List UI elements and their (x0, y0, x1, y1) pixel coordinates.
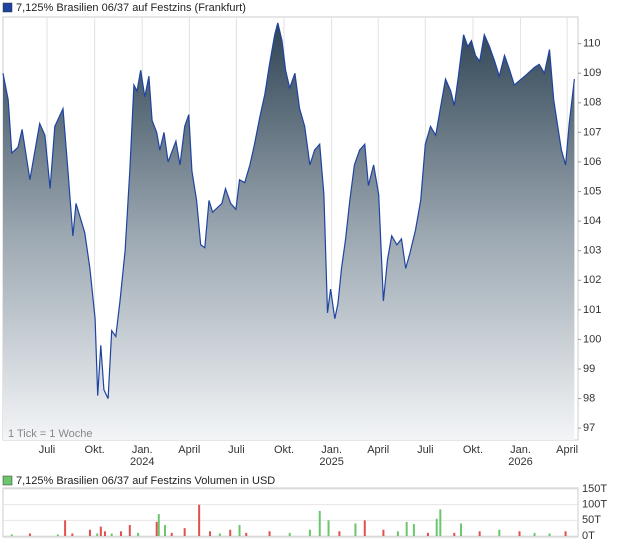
legend-label: 7,125% Brasilien 06/37 auf Festzins (Fra… (16, 2, 246, 14)
volume-bar (218, 533, 221, 536)
volume-bar (396, 531, 399, 536)
volume-bar (128, 525, 131, 536)
y-tick-label: 101 (583, 304, 601, 316)
volume-bar (548, 533, 551, 536)
volume-bar (308, 529, 311, 536)
y-tick-label: 107 (583, 126, 601, 138)
y-tick-label: 99 (583, 363, 595, 375)
legend-marker (2, 2, 13, 13)
volume-bar (460, 523, 463, 536)
line (2, 22, 575, 399)
volume-bar (157, 514, 160, 536)
y-tick-label: 106 (583, 156, 601, 168)
area (3, 22, 575, 441)
x-tick-year: 2025 (319, 456, 343, 468)
volume-bar (318, 510, 321, 536)
volume-bar (99, 526, 102, 536)
y-tick-label: 100 (583, 333, 601, 345)
volume-bar (88, 529, 91, 536)
x-tick-label: April (367, 444, 389, 456)
x-tick-label: Okt. (85, 444, 105, 456)
volume-bar (110, 533, 113, 536)
y-tick-label: 150T (582, 483, 607, 495)
volume-bar (229, 529, 232, 536)
volume-bar (163, 525, 166, 536)
x-tick-label: Jan. (132, 444, 153, 456)
volume-bar (439, 509, 442, 536)
volume-bar (10, 534, 13, 536)
legend-marker (2, 475, 13, 486)
note: 1 Tick = 1 Woche (8, 428, 92, 440)
volume-bar (363, 520, 366, 536)
y-tick-label: 110 (583, 38, 601, 50)
volume-bar (56, 534, 59, 536)
x-tick-label: April (178, 444, 200, 456)
x-tick-label: Okt. (274, 444, 294, 456)
x-tick-label: Jan. (510, 444, 531, 456)
y-tick-label: 98 (583, 392, 595, 404)
volume-bar (478, 531, 481, 536)
volume-bar (288, 532, 291, 536)
y-tick-label: 108 (583, 97, 601, 109)
volume-bar (155, 521, 158, 536)
x-tick-label: Juli (228, 444, 245, 456)
volume-bar (354, 523, 357, 536)
x-tick-label: Jan. (321, 444, 342, 456)
volume-bar (71, 533, 74, 536)
x-tick-label: April (556, 444, 578, 456)
legend-label: 7,125% Brasilien 06/37 auf Festzins Volu… (16, 475, 275, 487)
volume-bar (64, 520, 67, 536)
x-tick-year: 2024 (130, 456, 154, 468)
y-tick-label: 50T (582, 514, 601, 526)
y-tick-label: 109 (583, 67, 601, 79)
volume-frame (2, 487, 579, 538)
y-tick-label: 105 (583, 185, 601, 197)
volume-bar (183, 528, 186, 536)
x-tick-label: Juli (39, 444, 56, 456)
volume-bar (238, 525, 241, 536)
volume-bar (453, 532, 456, 536)
volume-bar (170, 532, 173, 536)
volume-bar (268, 531, 271, 536)
volume-bar (426, 532, 429, 536)
volume-bar (533, 532, 536, 536)
y-tick-label: 100T (582, 499, 607, 511)
y-tick-label: 104 (583, 215, 601, 227)
volume-bar (120, 531, 123, 536)
volume-bar (327, 520, 330, 536)
y-tick-label: 102 (583, 274, 601, 286)
x-tick-year: 2026 (508, 456, 532, 468)
volume-bar (498, 529, 501, 536)
volume-bar (103, 531, 106, 536)
volume-bar (518, 531, 521, 536)
volume-bar (209, 531, 212, 536)
volume-bar (137, 532, 140, 536)
volume-bar (435, 518, 438, 536)
volume-bar (405, 521, 408, 536)
volume-bar (96, 533, 99, 536)
y-tick-label: 103 (583, 245, 601, 257)
volume-bar (412, 524, 415, 536)
y-tick-label: 97 (583, 422, 595, 434)
x-tick-label: Juli (417, 444, 434, 456)
volume-bar (28, 533, 31, 536)
volume-bar (564, 531, 567, 536)
volume-bar (382, 529, 385, 536)
volume-bar (198, 504, 201, 536)
x-tick-label: Okt. (463, 444, 483, 456)
volume-bar (338, 531, 341, 536)
volume-bar (245, 532, 248, 536)
y-tick-label: 0T (582, 530, 595, 542)
